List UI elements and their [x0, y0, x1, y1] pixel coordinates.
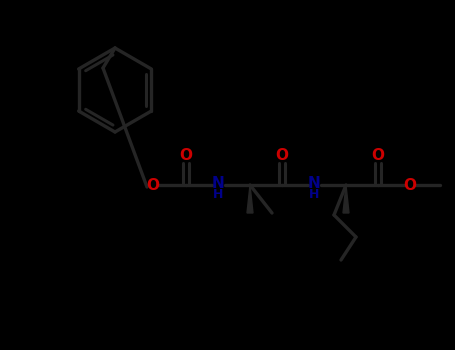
Text: O: O: [147, 177, 160, 192]
Polygon shape: [247, 185, 253, 213]
Text: O: O: [404, 177, 416, 192]
Text: O: O: [275, 147, 288, 162]
Text: O: O: [371, 147, 384, 162]
Text: H: H: [309, 189, 319, 202]
Text: O: O: [180, 147, 192, 162]
Text: H: H: [213, 189, 223, 202]
Text: N: N: [212, 175, 224, 190]
Polygon shape: [343, 185, 349, 213]
Text: N: N: [308, 175, 320, 190]
